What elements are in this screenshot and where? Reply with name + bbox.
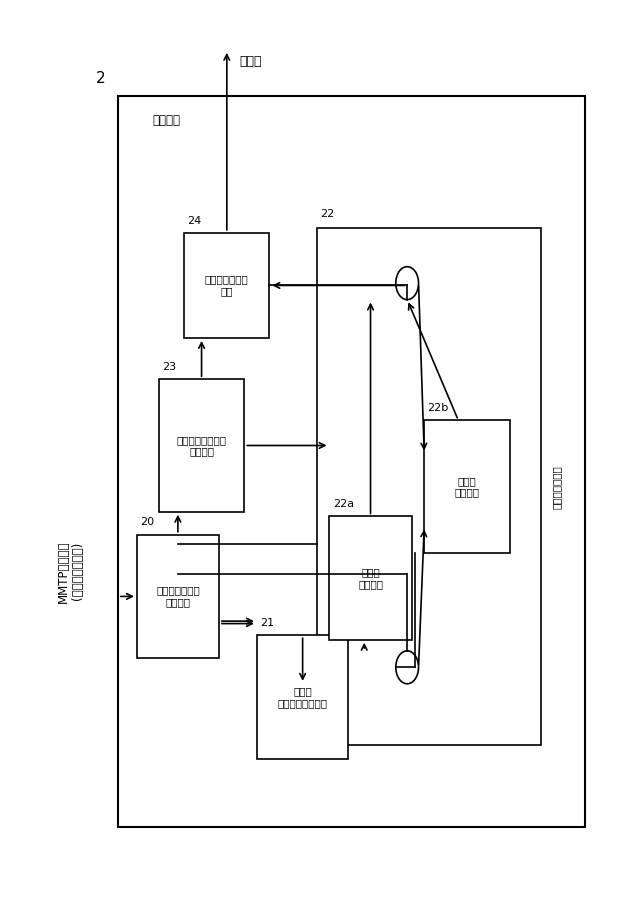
Text: 22a: 22a <box>333 499 354 509</box>
Text: デスクランブル
手段: デスクランブル 手段 <box>205 275 249 296</box>
Text: MMTPパケット
(暗号化パケット): MMTPパケット (暗号化パケット) <box>56 540 84 603</box>
Text: 初期値
切り替え判定手段: 初期値 切り替え判定手段 <box>278 686 328 708</box>
FancyBboxPatch shape <box>330 516 412 640</box>
Text: 2: 2 <box>95 71 105 87</box>
FancyBboxPatch shape <box>184 233 269 338</box>
Text: データ: データ <box>239 55 262 68</box>
Text: 24: 24 <box>188 215 202 225</box>
Text: パケットヘッダ
抽出手段: パケットヘッダ 抽出手段 <box>156 585 200 607</box>
Text: 初期値
抽出手段: 初期値 抽出手段 <box>454 476 479 497</box>
FancyBboxPatch shape <box>137 534 219 658</box>
FancyBboxPatch shape <box>424 420 509 553</box>
Text: 22: 22 <box>320 210 334 219</box>
Text: 初期値
生成手段: 初期値 生成手段 <box>358 568 383 589</box>
Text: 21: 21 <box>260 618 274 628</box>
Text: 初期値設定手段: 初期値設定手段 <box>552 465 562 509</box>
Text: 復号装置: 復号装置 <box>152 114 180 127</box>
FancyBboxPatch shape <box>159 379 244 512</box>
Text: 23: 23 <box>162 362 176 372</box>
FancyBboxPatch shape <box>257 635 348 759</box>
FancyBboxPatch shape <box>118 96 586 827</box>
FancyBboxPatch shape <box>317 228 541 745</box>
Text: 22b: 22b <box>428 403 449 413</box>
Text: 20: 20 <box>140 518 154 527</box>
Text: スクランブル方式
設定手段: スクランブル方式 設定手段 <box>177 435 227 456</box>
